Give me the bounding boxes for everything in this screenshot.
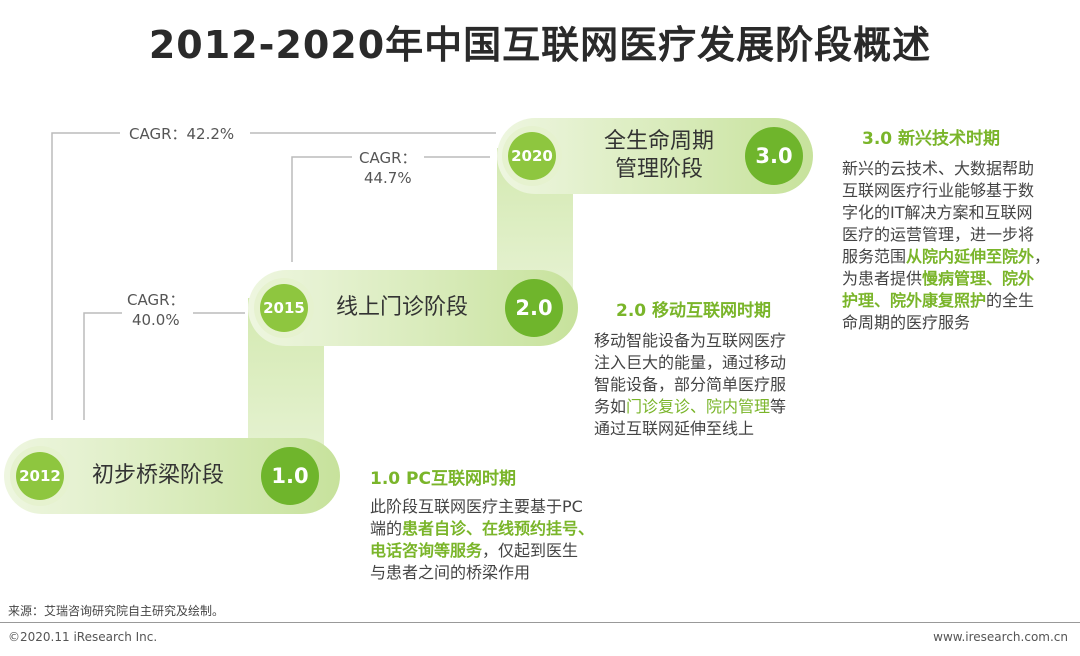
era-3-line-3: 字化的IT解决方案和互联网 bbox=[842, 203, 1033, 222]
era-3-line-1: 新兴的云技术、大数据帮助 bbox=[842, 159, 1035, 178]
cagr-3-line2: 40.0% bbox=[131, 311, 180, 329]
era-3-title: 3.0 新兴技术时期 bbox=[862, 129, 1001, 149]
era-1-highlight-2: 电话咨询等服务 bbox=[370, 541, 483, 560]
era-2-line-3: 智能设备，部分简单医疗服 bbox=[594, 375, 787, 394]
copyright: ©2020.11 iResearch Inc. bbox=[8, 630, 158, 644]
era-3-line-5c: ， bbox=[1034, 247, 1051, 266]
version-3-0: 3.0 bbox=[745, 127, 803, 185]
era-1-line-3: 电话咨询等服务，仅起到医生 bbox=[370, 540, 640, 562]
era-2-line-4: 务如门诊复诊、院内管理等 bbox=[594, 396, 844, 418]
year-2012: 2012 bbox=[16, 452, 64, 500]
era-3-line-2: 互联网医疗行业能够基于数 bbox=[842, 181, 1035, 200]
era-1-line-2: 端的患者自诊、在线预约挂号、 bbox=[370, 518, 640, 540]
era-2-highlight: 门诊复诊、院内管理 bbox=[626, 397, 771, 416]
website-link: www.iresearch.com.cn bbox=[933, 630, 1068, 644]
era-2-title: 2.0 移动互联网时期 bbox=[616, 301, 772, 321]
page-title: 2012-2020年中国互联网医疗发展阶段概述 bbox=[148, 23, 932, 67]
cagr-2-line1: CAGR： bbox=[359, 149, 417, 167]
version-1-0: 1.0 bbox=[261, 447, 319, 505]
cagr-3-line1: CAGR： bbox=[127, 291, 185, 309]
era-3-description: 新兴的云技术、大数据帮助 互联网医疗行业能够基于数 字化的IT解决方案和互联网 … bbox=[842, 158, 1076, 334]
cagr-label-2015-2020: CAGR： 44.7% bbox=[356, 148, 420, 188]
cagr-2-line2: 44.7% bbox=[363, 169, 412, 187]
era-2-line-2: 注入巨大的能量，通过移动 bbox=[594, 353, 787, 372]
stage-label-1: 初步桥梁阶段 bbox=[92, 463, 225, 488]
year-2015: 2015 bbox=[260, 284, 308, 332]
era-3-line-6: 为患者提供慢病管理、院外 bbox=[842, 268, 1076, 290]
cagr-line-2012-2020 bbox=[51, 132, 120, 420]
era-1-line-1: 此阶段互联网医疗主要基于PC bbox=[370, 497, 583, 516]
stage-label-2: 线上门诊阶段 bbox=[336, 295, 469, 320]
era-1-title: 1.0 PC互联网时期 bbox=[370, 469, 516, 489]
footer-divider bbox=[0, 622, 1080, 623]
stage-label-3: 全生命周期 管理阶段 bbox=[604, 128, 714, 184]
era-1-line-4: 与患者之间的桥梁作用 bbox=[370, 563, 531, 582]
era-3-line-7b: 的全生 bbox=[986, 291, 1035, 310]
era-3-line-5a: 服务范围 bbox=[842, 247, 907, 266]
era-1-description: 此阶段互联网医疗主要基于PC 端的患者自诊、在线预约挂号、 电话咨询等服务，仅起… bbox=[370, 496, 640, 584]
era-1-line-2a: 端的 bbox=[370, 519, 403, 538]
era-2-line-1: 移动智能设备为互联网医疗 bbox=[594, 331, 787, 350]
source-note: 来源：艾瑞咨询研究院自主研究及绘制。 bbox=[8, 604, 225, 618]
era-2-line-4a: 务如 bbox=[594, 397, 627, 416]
year-2020: 2020 bbox=[508, 132, 556, 180]
era-3-highlight-3: 护理、院外康复照护 bbox=[842, 291, 987, 310]
era-1-highlight-1: 患者自诊、在线预约挂号、 bbox=[402, 519, 595, 538]
cagr-line-2015-2020 bbox=[291, 156, 352, 262]
era-2-line-5: 通过互联网延伸至线上 bbox=[594, 419, 755, 438]
cagr-bracket-lines bbox=[51, 132, 496, 420]
pill-stage-2 bbox=[248, 270, 578, 346]
era-3-highlight-1: 从院内延伸至院外 bbox=[906, 247, 1035, 266]
pill-stage-3 bbox=[497, 118, 813, 194]
cagr-line-2012-2015 bbox=[83, 312, 122, 420]
pill-stage-1 bbox=[4, 438, 340, 514]
version-2-0: 2.0 bbox=[505, 279, 563, 337]
era-3-line-8: 命周期的医疗服务 bbox=[842, 313, 971, 332]
era-3-line-7: 护理、院外康复照护的全生 bbox=[842, 290, 1076, 312]
era-2-description: 移动智能设备为互联网医疗 注入巨大的能量，通过移动 智能设备，部分简单医疗服 务… bbox=[594, 330, 844, 440]
cagr-label-2012-2015: CAGR： 40.0% bbox=[124, 290, 188, 330]
cagr-label-2012-2020: CAGR：42.2% bbox=[126, 124, 238, 144]
era-3-line-6a: 为患者提供 bbox=[842, 269, 923, 288]
era-3-line-5: 服务范围从院内延伸至院外， bbox=[842, 246, 1076, 268]
era-1-line-3b: ，仅起到医生 bbox=[482, 541, 579, 560]
era-2-line-4c: 等 bbox=[770, 397, 787, 416]
era-3-line-4: 医疗的运营管理，进一步将 bbox=[842, 225, 1035, 244]
stage-label-3-line2: 管理阶段 bbox=[615, 157, 704, 182]
era-3-highlight-2: 慢病管理、院外 bbox=[922, 269, 1035, 288]
stage-label-3-line1: 全生命周期 bbox=[604, 129, 715, 154]
